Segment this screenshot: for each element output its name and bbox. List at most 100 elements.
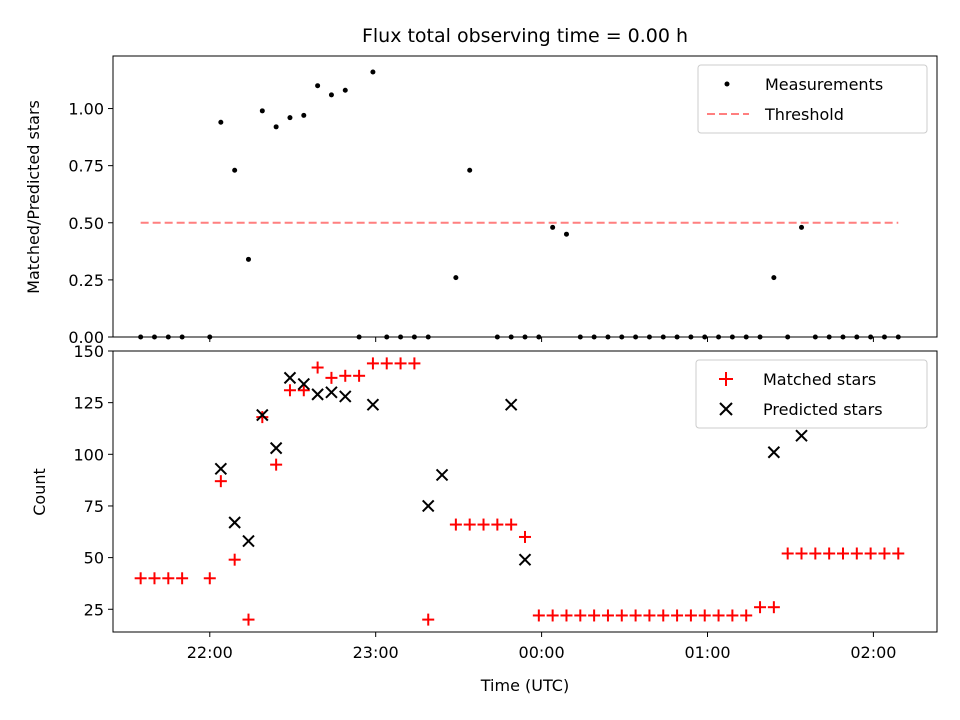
predicted-star-point xyxy=(242,534,255,548)
matched-star-point xyxy=(823,547,836,560)
matched-star-point xyxy=(176,572,189,585)
measurement-point xyxy=(743,334,749,340)
matched-star-point xyxy=(505,518,518,531)
measurement-point xyxy=(398,334,404,340)
predicted-star-point xyxy=(504,398,518,411)
top-legend: Measurements Threshold xyxy=(697,64,928,134)
x-tick-label: 02:00 xyxy=(850,643,896,662)
matched-star-point xyxy=(148,572,161,585)
matched-star-point xyxy=(836,547,849,560)
matched-star-point xyxy=(850,547,863,560)
matched-star-point xyxy=(449,518,462,531)
matched-star-point xyxy=(684,609,697,622)
measurement-point xyxy=(840,334,846,340)
matched-star-point xyxy=(408,357,421,370)
legend-measurements-label: Measurements xyxy=(765,75,883,94)
matched-star-point xyxy=(781,547,794,560)
matched-star-point xyxy=(353,369,366,382)
measurement-point xyxy=(151,334,157,340)
matched-star-point xyxy=(574,609,587,622)
matched-star-point xyxy=(878,547,891,560)
bottom-panel: 25 50 75 100 125 150 22:00 23:00 00:00 01:00 02:0… xyxy=(30,342,938,695)
measurement-point xyxy=(301,112,307,118)
measurement-point xyxy=(826,334,832,340)
matched-star-point xyxy=(629,609,642,622)
matched-star-point xyxy=(491,518,504,531)
matched-star-point xyxy=(366,357,379,370)
matched-star-point xyxy=(546,609,559,622)
bottom-x-axis-label: Time (UTC) xyxy=(480,676,569,695)
predicted-stars-series xyxy=(214,371,808,566)
matched-star-point xyxy=(477,518,490,531)
matched-star-point xyxy=(134,572,147,585)
predicted-star-point xyxy=(422,499,435,513)
predicted-star-point xyxy=(339,390,352,403)
matched-star-point xyxy=(657,609,670,622)
matched-star-point xyxy=(422,613,435,626)
matched-star-point xyxy=(380,357,393,370)
measurement-point xyxy=(895,334,901,340)
measurement-point xyxy=(384,334,390,340)
measurement-point xyxy=(771,275,777,281)
matched-star-point xyxy=(203,572,216,585)
matched-star-point xyxy=(532,609,545,622)
legend-matched-label: Matched stars xyxy=(763,370,876,389)
x-tick-label: 00:00 xyxy=(519,643,565,662)
measurement-point xyxy=(591,334,597,340)
top-panel: 0.00 0.25 0.50 0.75 1.00 Matched/Predicted s… xyxy=(24,55,938,347)
bottom-x-axis: 22:00 23:00 00:00 01:00 02:00 xyxy=(187,632,896,662)
matched-star-point xyxy=(242,613,255,626)
top-y-tick-label: 1.00 xyxy=(68,100,104,119)
legend-measurements-marker xyxy=(724,81,730,87)
measurement-point xyxy=(207,334,213,340)
measurement-point xyxy=(328,92,334,98)
measurement-point xyxy=(646,334,652,340)
measurement-point xyxy=(633,334,639,340)
matched-star-point xyxy=(162,572,175,585)
top-y-tick-label: 0.00 xyxy=(68,328,104,347)
bottom-legend: Matched stars Predicted stars xyxy=(695,359,928,429)
bottom-y-tick-label: 150 xyxy=(73,342,104,361)
matched-star-point xyxy=(698,609,711,622)
matched-star-point xyxy=(712,609,725,622)
measurement-point xyxy=(165,334,171,340)
measurement-point xyxy=(508,334,514,340)
matched-star-point xyxy=(311,361,324,374)
measurement-point xyxy=(660,334,666,340)
matched-star-point xyxy=(740,609,753,622)
matched-star-point xyxy=(283,384,296,397)
measurement-point xyxy=(702,334,708,340)
matched-star-point xyxy=(519,530,531,543)
measurement-point xyxy=(138,334,144,340)
predicted-star-point xyxy=(311,388,324,401)
measurement-point xyxy=(577,334,583,340)
matched-star-point xyxy=(767,601,780,614)
measurement-point xyxy=(245,256,251,262)
matched-star-point xyxy=(560,609,573,622)
measurement-point xyxy=(467,167,473,173)
predicted-star-point xyxy=(297,377,310,391)
matched-star-point xyxy=(214,475,227,488)
matched-star-point xyxy=(297,384,310,397)
measurement-point xyxy=(259,108,265,114)
measurement-point xyxy=(812,334,818,340)
measurement-point xyxy=(273,124,279,130)
predicted-star-point xyxy=(325,386,338,399)
legend-threshold-label: Threshold xyxy=(764,105,844,124)
measurement-point xyxy=(716,334,722,340)
chart-title: Flux total observing time = 0.00 h xyxy=(362,25,688,47)
predicted-star-point xyxy=(795,429,808,442)
matched-star-point xyxy=(228,553,241,566)
x-tick-label: 22:00 xyxy=(187,643,233,662)
measurement-point xyxy=(179,334,185,340)
legend-predicted-label: Predicted stars xyxy=(763,400,883,419)
matched-star-point xyxy=(339,369,352,382)
measurement-point xyxy=(232,167,238,173)
measurement-point xyxy=(425,334,431,340)
measurement-point xyxy=(619,334,625,340)
measurement-point xyxy=(854,334,860,340)
matched-star-point xyxy=(892,547,905,560)
predicted-star-point xyxy=(435,468,449,482)
legend-predicted-marker xyxy=(719,402,733,416)
measurement-point xyxy=(411,334,417,340)
